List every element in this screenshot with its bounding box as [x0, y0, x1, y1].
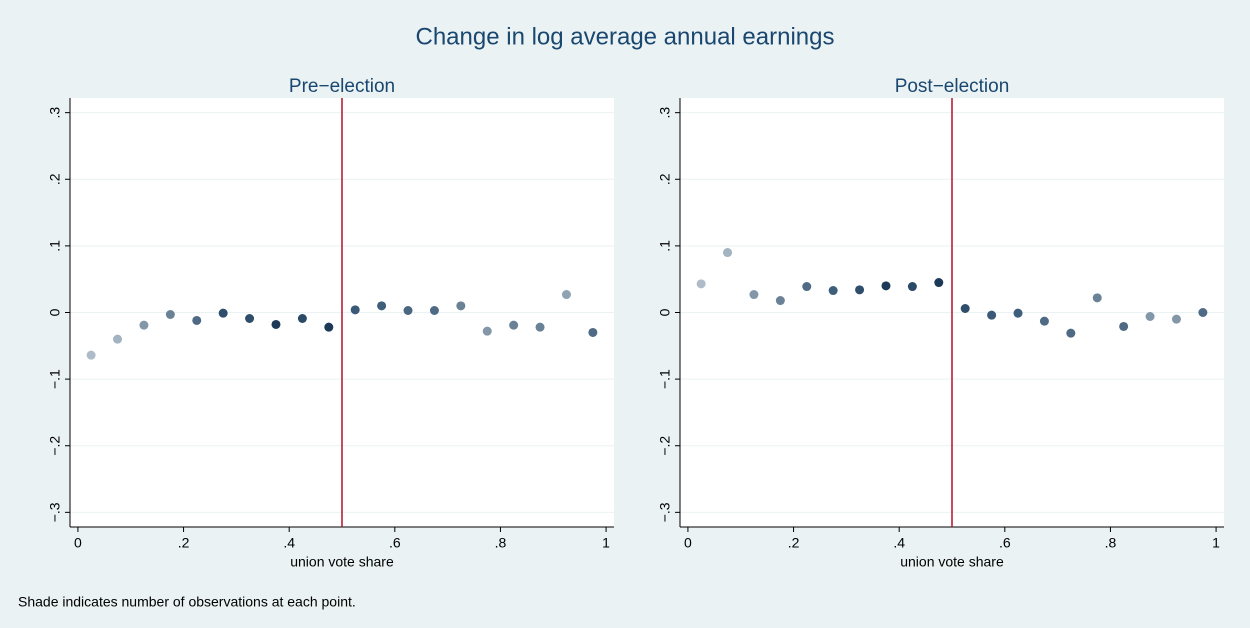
point: [509, 320, 519, 330]
y-tick-label: 0: [47, 308, 63, 316]
panel-title: Post−election: [895, 76, 1010, 97]
point: [429, 306, 439, 316]
point: [403, 306, 413, 316]
point: [934, 278, 944, 288]
x-tick-label: 1: [1212, 535, 1220, 551]
point: [1198, 308, 1208, 317]
point: [1066, 328, 1076, 338]
point: [1145, 311, 1155, 321]
point: [456, 301, 466, 311]
x-tick-label: .2: [788, 535, 800, 551]
y-tick-label: .2: [47, 173, 63, 185]
x-tick-label: .8: [1105, 535, 1117, 551]
point: [324, 322, 334, 332]
point: [561, 290, 571, 300]
point: [749, 290, 759, 300]
point: [113, 334, 123, 344]
point: [855, 285, 865, 295]
y-tick-label: .3: [657, 107, 673, 119]
point: [297, 313, 307, 323]
point: [588, 327, 598, 337]
y-tick-label: −.3: [47, 502, 63, 522]
y-tick-label: −.2: [47, 436, 63, 456]
point: [1013, 308, 1023, 318]
x-tick-label: 0: [74, 535, 82, 551]
point: [139, 320, 149, 330]
point: [987, 310, 997, 320]
point: [1092, 293, 1102, 303]
point: [828, 286, 838, 296]
point: [350, 305, 360, 315]
point: [881, 281, 891, 291]
y-tick-label: 0: [657, 308, 673, 316]
x-tick-label: 0: [684, 535, 692, 551]
point: [482, 326, 492, 336]
x-tick-label: .2: [178, 535, 190, 551]
chart-title: Change in log average annual earnings: [416, 23, 835, 50]
point: [1119, 321, 1129, 331]
y-tick-label: −.2: [657, 436, 673, 456]
point: [775, 296, 785, 306]
point: [960, 304, 970, 314]
panel-title: Pre−election: [289, 76, 395, 97]
point: [723, 248, 733, 258]
point: [218, 308, 228, 318]
point: [1171, 314, 1181, 324]
x-tick-label: .8: [495, 535, 507, 551]
point: [192, 315, 202, 325]
point: [271, 319, 281, 329]
point: [802, 282, 812, 292]
point: [1039, 316, 1049, 326]
x-tick-label: .6: [999, 535, 1011, 551]
x-tick-label: .6: [389, 535, 401, 551]
point: [377, 301, 387, 311]
x-axis-label: union vote share: [900, 554, 1004, 570]
y-tick-label: .2: [657, 173, 673, 185]
y-tick-label: .3: [47, 107, 63, 119]
point: [86, 350, 96, 360]
point: [535, 322, 545, 332]
x-tick-label: 1: [602, 535, 610, 551]
y-tick-label: −.3: [657, 502, 673, 522]
y-tick-label: −.1: [657, 369, 673, 389]
point: [245, 313, 255, 323]
x-tick-label: .4: [893, 535, 905, 551]
y-tick-label: −.1: [47, 369, 63, 389]
point: [907, 282, 917, 292]
point: [165, 309, 175, 319]
x-axis-label: union vote share: [290, 554, 394, 570]
x-tick-label: .4: [283, 535, 295, 551]
note: Shade indicates number of observations a…: [18, 594, 356, 610]
y-tick-label: .1: [47, 240, 63, 252]
point: [696, 279, 706, 289]
y-tick-label: .1: [657, 240, 673, 252]
